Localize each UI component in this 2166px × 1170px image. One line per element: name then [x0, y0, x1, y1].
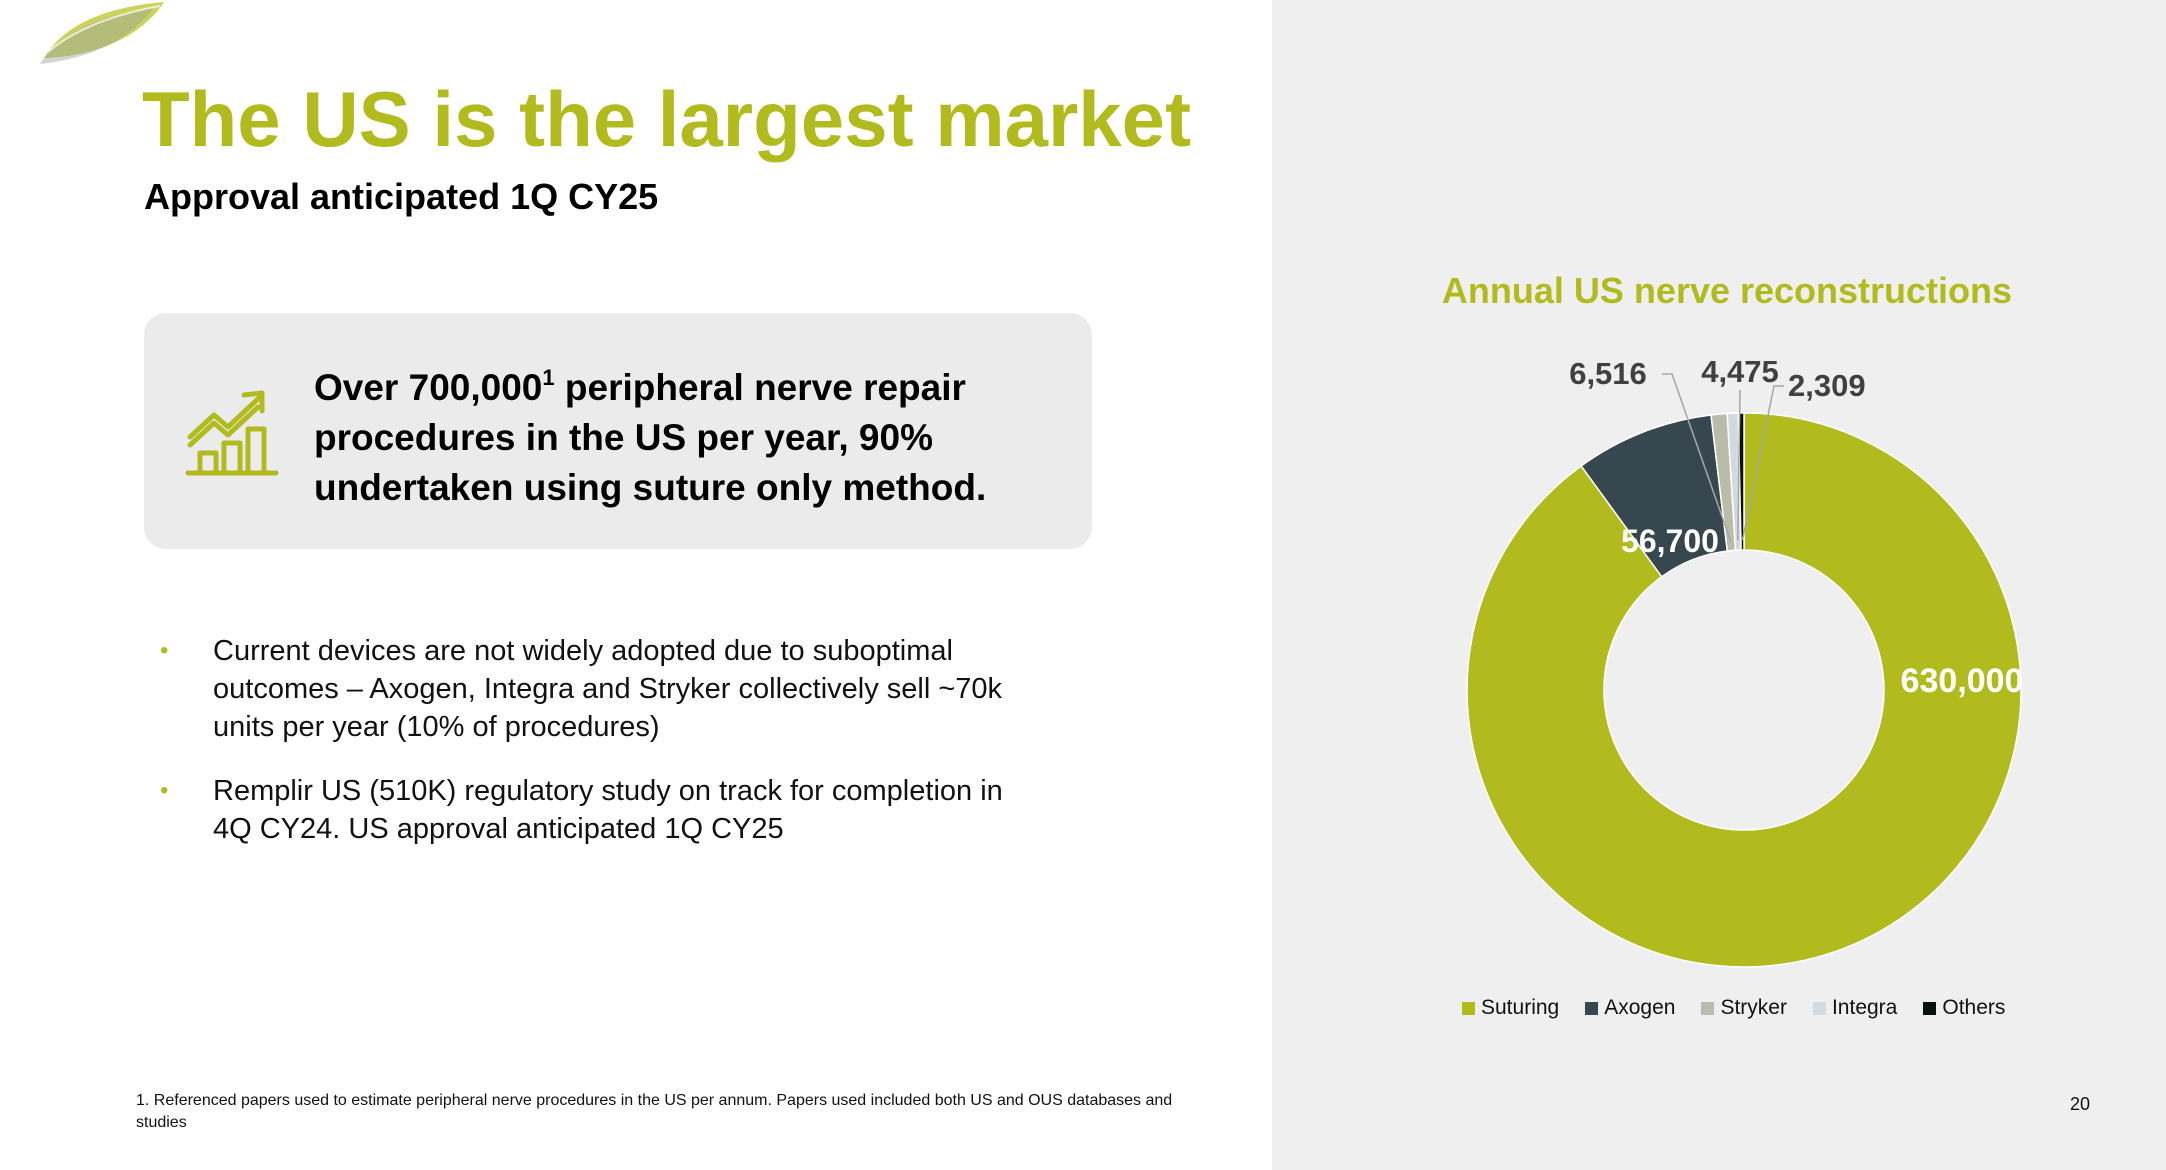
chart-legend: Suturing Axogen Stryker Integra Others [1462, 996, 2005, 1020]
legend-item-stryker: Stryker [1701, 996, 1787, 1020]
legend-item-axogen: Axogen [1585, 996, 1675, 1020]
growth-chart-icon [185, 390, 279, 476]
page-number: 20 [2070, 1094, 2091, 1114]
donut-slice-suturing [1466, 412, 2022, 968]
legend-label: Stryker [1720, 996, 1787, 1019]
legend-label: Others [1942, 996, 2006, 1019]
data-label-axogen: 56,700 [1621, 523, 1719, 559]
chart-title: Annual US nerve reconstructions [1441, 270, 2013, 311]
legend-swatch [1585, 1001, 1599, 1015]
page-subtitle: Approval anticipated 1Q CY25 [144, 176, 659, 217]
legend-label: Suturing [1481, 996, 1560, 1019]
legend-item-suturing: Suturing [1462, 996, 1559, 1020]
bullet-text: Remplir US (510K) regulatory study on tr… [213, 775, 1003, 845]
data-label-suturing: 630,000 [1901, 662, 2024, 700]
data-label-integra: 4,475 [1701, 354, 1779, 389]
leaf-logo-icon [40, 2, 164, 64]
donut-chart: 630,000 56,700 6,516 4,475 2,309 [1466, 354, 2024, 968]
leader-line-integra [1737, 389, 1741, 541]
legend-label: Axogen [1604, 996, 1676, 1019]
legend-label: Integra [1831, 996, 1898, 1019]
legend-swatch [1923, 1001, 1937, 1015]
legend-swatch [1701, 1001, 1715, 1015]
legend-item-integra: Integra [1812, 996, 1898, 1020]
list-item: • Current devices are not widely adopted… [160, 632, 1040, 746]
bullet-marker: • [160, 637, 169, 664]
leader-line-others [1741, 385, 1784, 541]
leader-line-stryker [1662, 373, 1732, 541]
callout-box: Over 700,0001 peripheral nerve repair pr… [144, 313, 1092, 549]
bullet-marker: • [160, 777, 169, 804]
page-title: The US is the largest market [142, 75, 1192, 163]
bullet-text: Current devices are not widely adopted d… [213, 635, 1003, 743]
callout-text: Over 700,0001 peripheral nerve repair pr… [314, 365, 987, 508]
bullet-list: • Current devices are not widely adopted… [160, 632, 1040, 874]
legend-item-others: Others [1923, 996, 2005, 1020]
data-label-others: 2,309 [1788, 368, 1866, 403]
legend-swatch [1462, 1001, 1475, 1015]
footnote: 1. Referenced papers used to estimate pe… [136, 1092, 1173, 1131]
list-item: • Remplir US (510K) regulatory study on … [160, 772, 1040, 848]
chart-panel [1272, 0, 2166, 1170]
data-label-stryker: 6,516 [1569, 356, 1647, 391]
legend-swatch [1812, 1001, 1826, 1015]
